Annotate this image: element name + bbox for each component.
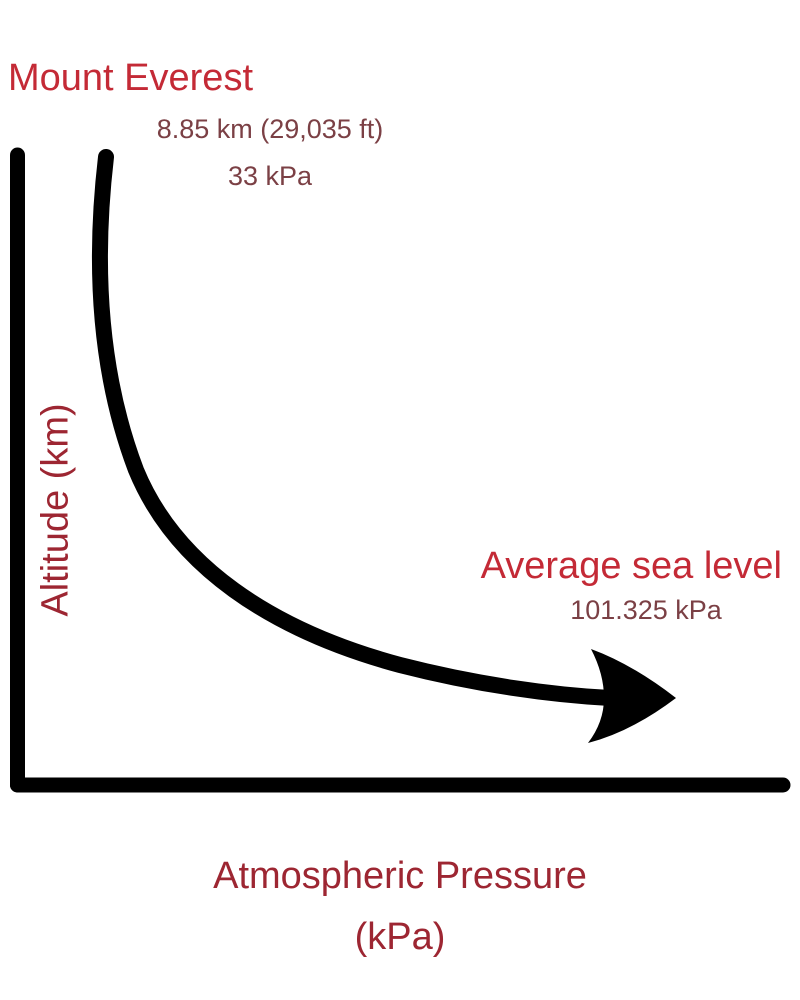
sea-level-label: Average sea level bbox=[480, 545, 782, 587]
x-axis-title: Atmospheric Pressure (kPa) bbox=[0, 846, 800, 968]
everest-values: 8.85 km (29,035 ft) 33 kPa bbox=[70, 106, 470, 200]
pressure-curve bbox=[92, 149, 618, 706]
x-axis-title-line2: (kPa) bbox=[354, 916, 446, 958]
everest-label: Mount Everest bbox=[8, 57, 253, 99]
y-axis-title: Altitude (km) bbox=[34, 403, 77, 617]
everest-altitude-value: 8.85 km (29,035 ft) bbox=[156, 114, 384, 144]
everest-pressure-value: 33 kPa bbox=[227, 161, 313, 191]
sea-level-pressure-value: 101.325 kPa bbox=[570, 595, 722, 625]
curve-arrowhead-icon bbox=[588, 649, 676, 743]
x-axis-title-line1: Atmospheric Pressure bbox=[213, 855, 587, 897]
